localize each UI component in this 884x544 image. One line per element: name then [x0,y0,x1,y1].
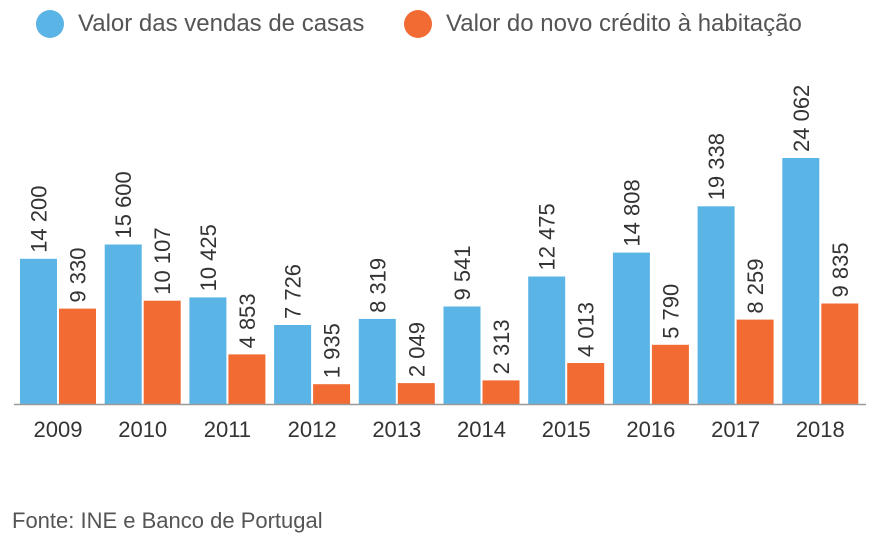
data-label-sales-2011: 10 425 [196,224,221,291]
x-tick-label-2012: 2012 [288,417,337,442]
legend-label-sales: Valor das vendas de casas [78,10,365,37]
data-label-sales-2012: 7 726 [281,264,306,319]
bar-chart: 14 200 9 330 2009 15 600 10 107 2010 10 425 4 8… [14,85,866,442]
bar-credit-2017 [736,319,774,404]
bar-credit-2018 [821,303,859,404]
x-tick-label-2016: 2016 [626,417,675,442]
bar-sales-2012 [274,325,312,404]
data-label-sales-2018: 24 062 [789,85,814,152]
data-label-sales-2013: 8 319 [365,258,390,313]
bar-sales-2015 [528,276,566,404]
x-tick-label-2015: 2015 [542,417,591,442]
source-note: Fonte: INE e Banco de Portugal [12,508,323,533]
data-label-credit-2018: 9 835 [828,242,853,297]
data-label-sales-2009: 14 200 [27,186,52,253]
bar-credit-2015 [567,363,605,404]
bar-credit-2013 [397,383,435,404]
data-label-sales-2016: 14 808 [619,179,644,246]
legend-swatch-credit [404,10,432,38]
bar-sales-2018 [782,158,820,404]
data-label-credit-2017: 8 259 [743,259,768,314]
bar-credit-2009 [59,308,96,404]
data-label-credit-2010: 10 107 [150,227,175,294]
bar-sales-2016 [612,252,650,404]
bar-sales-2011 [189,297,227,404]
bar-sales-2013 [358,318,396,404]
chart-legend: Valor das vendas de casas Valor do novo … [0,0,884,48]
x-tick-label-2018: 2018 [796,417,845,442]
x-tick-label-2013: 2013 [372,417,421,442]
legend-item-credit: Valor do novo crédito à habitação [404,8,802,40]
data-label-credit-2011: 4 853 [235,293,260,348]
x-tick-label-2010: 2010 [118,417,167,442]
bar-credit-2016 [651,344,689,404]
legend-label-credit: Valor do novo crédito à habitação [446,10,802,37]
data-label-credit-2014: 2 313 [489,319,514,374]
legend-item-sales: Valor das vendas de casas [36,8,364,40]
bar-sales-2009 [20,258,57,404]
data-label-sales-2010: 15 600 [111,171,136,238]
bar-credit-2011 [228,354,266,404]
data-label-sales-2015: 12 475 [535,203,560,270]
data-label-credit-2015: 4 013 [574,302,599,357]
data-label-credit-2016: 5 790 [658,284,683,339]
x-tick-label-2009: 2009 [34,417,83,442]
bar-sales-2010 [104,244,142,404]
bar-sales-2014 [443,306,481,404]
x-tick-label-2011: 2011 [204,417,251,442]
data-label-sales-2014: 9 541 [450,245,475,300]
legend-swatch-sales [36,10,64,38]
bar-sales-2017 [697,206,735,404]
bar-credit-2012 [313,384,351,404]
data-label-credit-2013: 2 049 [404,322,429,377]
data-label-credit-2009: 9 330 [66,248,91,303]
bar-credit-2010 [143,300,181,404]
x-tick-label-2017: 2017 [711,417,760,442]
data-label-sales-2017: 19 338 [704,133,729,200]
bar-credit-2014 [482,380,520,404]
data-label-credit-2012: 1 935 [320,323,345,378]
x-tick-label-2014: 2014 [457,417,506,442]
